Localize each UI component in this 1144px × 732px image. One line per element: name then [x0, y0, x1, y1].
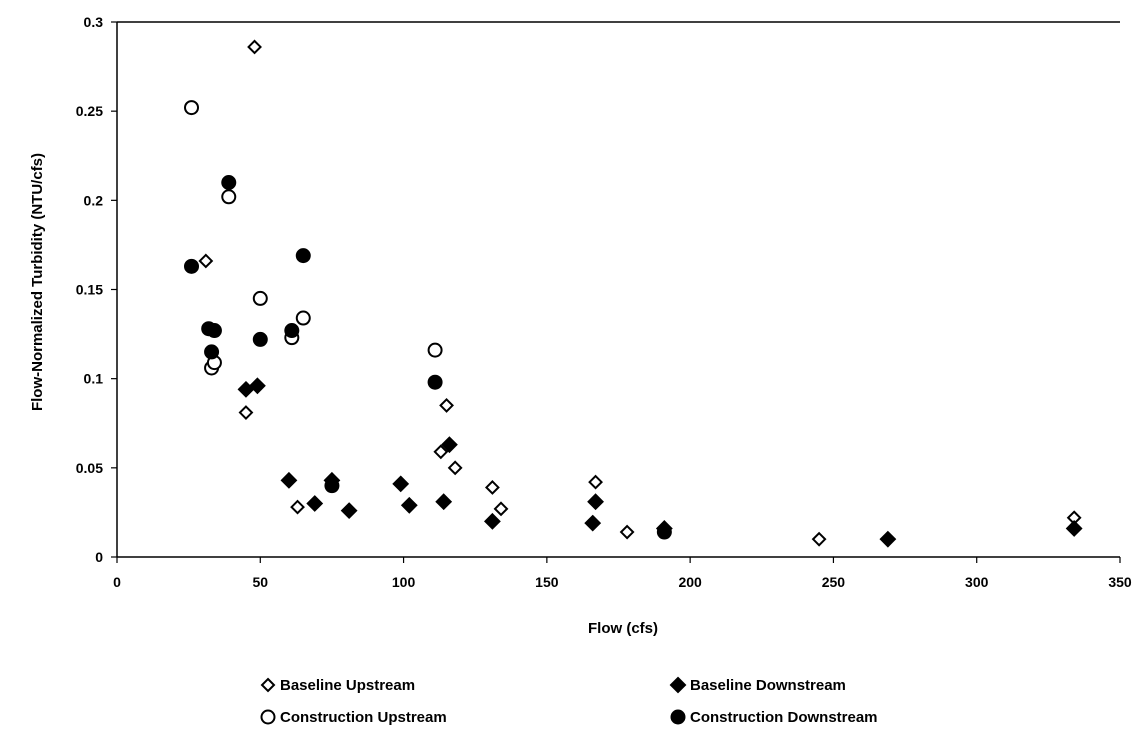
legend-label-baseline-downstream: Baseline Downstream	[690, 677, 846, 694]
y-axis-title: Flow-Normalized Turbidity (NTU/cfs)	[29, 153, 46, 411]
baseline-upstream-point	[484, 480, 500, 495]
construction-downstream-point	[252, 331, 268, 347]
legend-markers	[260, 676, 687, 725]
baseline-upstream-point	[588, 474, 603, 490]
baseline-downstream-point	[584, 514, 602, 532]
construction-upstream-point	[184, 100, 200, 116]
legend-marker-construction-upstream	[260, 709, 276, 725]
x-tick-label: 50	[252, 574, 268, 590]
baseline-downstream-point	[1065, 520, 1083, 537]
y-axis-ticks: 0 0.05 0.1 0.15 0.2 0.25 0.3	[76, 14, 117, 565]
baseline-upstream-point	[198, 253, 214, 269]
construction-upstream-point	[295, 310, 311, 326]
baseline-downstream-point	[280, 471, 298, 489]
baseline-downstream-point	[441, 436, 458, 454]
baseline-upstream-point	[238, 405, 254, 420]
construction-downstream-point	[284, 323, 300, 339]
y-tick-label: 0.2	[84, 192, 104, 208]
y-tick-label: 0.05	[76, 460, 103, 476]
baseline-downstream-point	[249, 377, 266, 395]
baseline-downstream-point	[587, 493, 604, 511]
baseline-upstream-point	[493, 501, 509, 517]
legend-marker-baseline-upstream	[260, 677, 276, 693]
legend-label-construction-upstream: Construction Upstream	[280, 709, 447, 726]
construction-upstream-point	[252, 290, 268, 306]
x-tick-label: 350	[1108, 574, 1132, 590]
construction-downstream-point	[184, 258, 200, 274]
baseline-upstream-point	[290, 499, 305, 515]
y-tick-label: 0	[95, 549, 103, 565]
x-tick-label: 150	[535, 574, 559, 590]
construction-upstream-point	[221, 189, 237, 205]
construction-downstream-point	[221, 175, 237, 190]
construction-downstream-point	[324, 478, 340, 494]
construction-downstream-point	[204, 344, 220, 360]
y-tick-label: 0.3	[84, 14, 104, 30]
x-tick-label: 250	[822, 574, 846, 590]
construction-downstream-point	[295, 248, 311, 264]
baseline-upstream-point	[619, 524, 635, 540]
baseline-upstream-point	[247, 39, 262, 55]
data-points	[184, 39, 1083, 548]
legend-marker-baseline-downstream	[669, 676, 687, 694]
plot-axes	[116, 21, 1120, 558]
legend-label-baseline-upstream: Baseline Upstream	[280, 677, 415, 694]
baseline-downstream-point	[483, 512, 501, 530]
baseline-upstream-point	[811, 531, 827, 547]
baseline-downstream-point	[879, 530, 897, 548]
x-tick-label: 200	[678, 574, 702, 590]
construction-upstream-point	[427, 342, 443, 358]
legend-marker-construction-downstream	[670, 709, 686, 725]
baseline-downstream-point	[340, 502, 358, 520]
legend-label-construction-downstream: Construction Downstream	[690, 709, 878, 726]
baseline-upstream-point	[439, 398, 454, 413]
x-axis-title: Flow (cfs)	[588, 620, 658, 637]
baseline-downstream-point	[392, 475, 410, 493]
y-tick-label: 0.25	[76, 103, 103, 119]
baseline-upstream-point	[447, 460, 463, 476]
construction-downstream-point	[656, 524, 672, 540]
x-tick-label: 0	[113, 574, 121, 590]
y-tick-label: 0.1	[84, 371, 104, 387]
baseline-downstream-point	[400, 496, 418, 514]
baseline-downstream-point	[435, 493, 453, 511]
legend: Baseline Upstream Baseline Downstream Co…	[260, 676, 878, 726]
baseline-downstream-point	[306, 495, 324, 512]
x-tick-label: 300	[965, 574, 989, 590]
construction-downstream-point	[206, 323, 222, 339]
construction-downstream-point	[427, 374, 443, 390]
y-tick-label: 0.15	[76, 282, 103, 298]
x-tick-label: 100	[392, 574, 416, 590]
baseline-upstream-point	[433, 444, 449, 460]
x-axis-ticks: 0 50 100 150 200 250 300 350	[113, 557, 1132, 590]
